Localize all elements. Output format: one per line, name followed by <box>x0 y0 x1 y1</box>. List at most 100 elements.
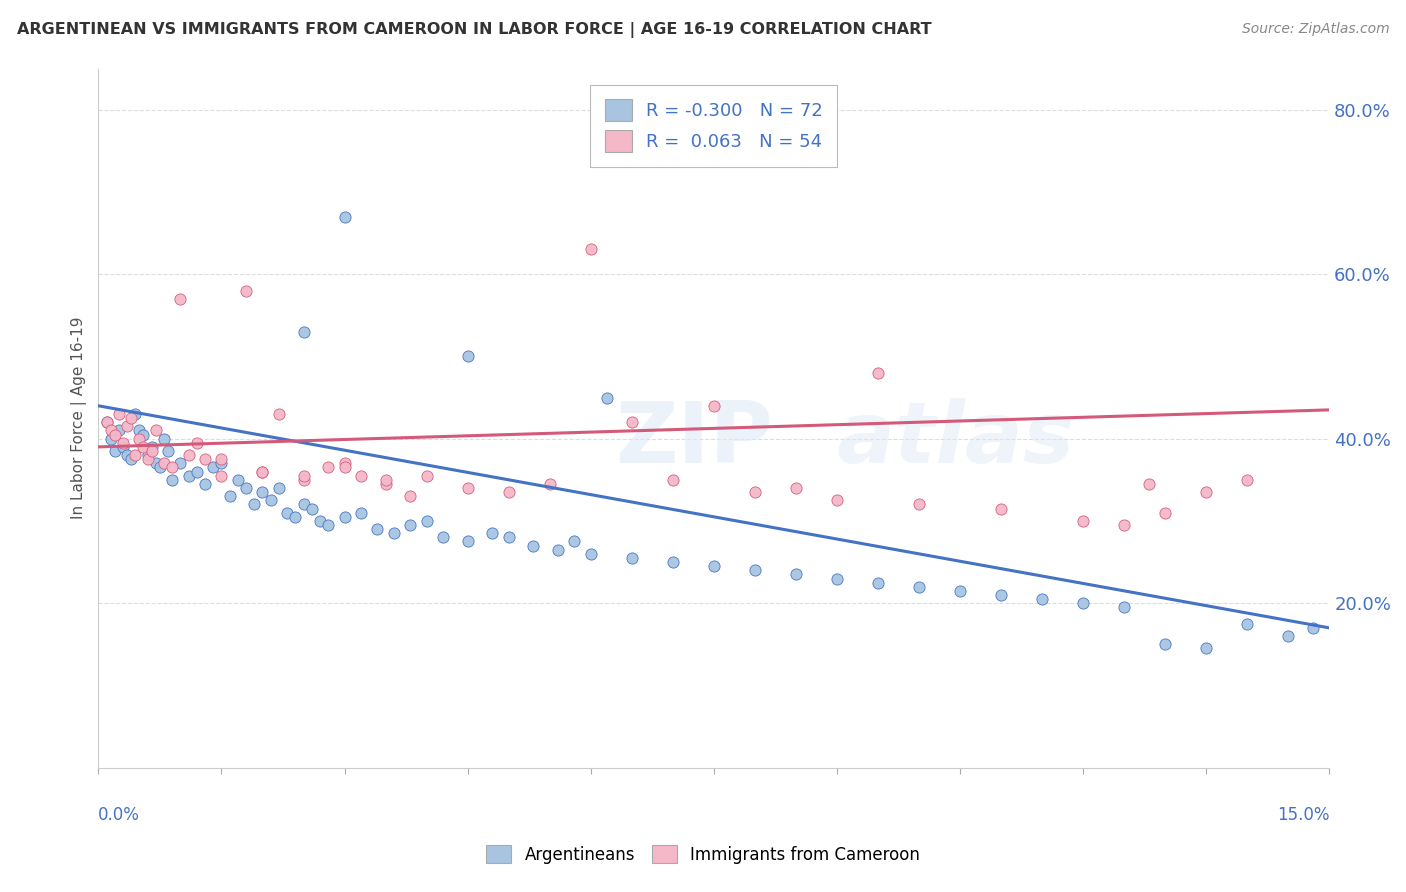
Text: 15.0%: 15.0% <box>1277 806 1329 824</box>
Point <box>662 473 685 487</box>
Point <box>132 427 155 442</box>
Point <box>292 473 315 487</box>
Point <box>96 415 118 429</box>
Point <box>382 526 405 541</box>
Point <box>579 547 602 561</box>
Point <box>292 498 315 512</box>
Point <box>160 460 183 475</box>
Point <box>1114 600 1136 615</box>
Point <box>209 452 232 467</box>
Point <box>104 427 127 442</box>
Point <box>1154 506 1177 520</box>
Point <box>333 456 356 470</box>
Legend: R = -0.300   N = 72, R =  0.063   N = 54: R = -0.300 N = 72, R = 0.063 N = 54 <box>591 85 838 167</box>
Legend: Argentineans, Immigrants from Cameroon: Argentineans, Immigrants from Cameroon <box>479 838 927 871</box>
Point <box>908 498 931 512</box>
Point <box>115 448 138 462</box>
Point <box>267 481 290 495</box>
Point <box>132 440 155 454</box>
Point <box>169 456 191 470</box>
Point <box>100 424 122 438</box>
Point <box>547 542 569 557</box>
Point <box>141 440 163 454</box>
Point <box>169 292 191 306</box>
Point <box>141 444 163 458</box>
Point <box>374 477 396 491</box>
Point <box>136 452 159 467</box>
Point <box>990 588 1012 602</box>
Point <box>157 444 180 458</box>
Point <box>209 468 232 483</box>
Point <box>374 473 396 487</box>
Point <box>620 551 643 566</box>
Point <box>186 435 208 450</box>
Point <box>177 448 200 462</box>
Point <box>108 407 131 421</box>
Point <box>498 530 520 544</box>
Point <box>252 485 274 500</box>
Point <box>399 489 422 503</box>
Text: Source: ZipAtlas.com: Source: ZipAtlas.com <box>1241 22 1389 37</box>
Point <box>267 407 290 421</box>
Point <box>100 432 122 446</box>
Point <box>209 456 232 470</box>
Point <box>177 468 200 483</box>
Point <box>744 563 766 577</box>
Point <box>333 210 356 224</box>
Point <box>949 583 972 598</box>
Point <box>457 534 479 549</box>
Point <box>108 424 131 438</box>
Point <box>703 559 725 574</box>
Point <box>457 350 479 364</box>
Point <box>579 243 602 257</box>
Point <box>333 509 356 524</box>
Point <box>703 399 725 413</box>
Point <box>186 465 208 479</box>
Point <box>481 526 503 541</box>
Point <box>662 555 685 569</box>
Point <box>301 501 323 516</box>
Text: atlas: atlas <box>837 398 1076 481</box>
Point <box>1154 637 1177 651</box>
Point <box>218 489 240 503</box>
Point <box>136 448 159 462</box>
Point <box>522 539 544 553</box>
Point <box>866 575 889 590</box>
Point <box>120 411 142 425</box>
Point <box>124 448 146 462</box>
Point <box>1137 477 1160 491</box>
Point <box>785 481 807 495</box>
Point <box>366 522 388 536</box>
Point <box>538 477 561 491</box>
Text: ZIP: ZIP <box>616 398 773 481</box>
Point <box>153 456 176 470</box>
Point <box>252 465 274 479</box>
Point <box>260 493 283 508</box>
Point <box>292 468 315 483</box>
Point <box>316 518 339 533</box>
Point <box>990 501 1012 516</box>
Point <box>333 460 356 475</box>
Point <box>235 481 257 495</box>
Point <box>744 485 766 500</box>
Point <box>124 407 146 421</box>
Point <box>194 477 217 491</box>
Point <box>96 415 118 429</box>
Point <box>111 440 134 454</box>
Point <box>399 518 422 533</box>
Point <box>350 506 373 520</box>
Point <box>620 415 643 429</box>
Point <box>226 473 249 487</box>
Point <box>160 473 183 487</box>
Point <box>276 506 298 520</box>
Point <box>104 444 127 458</box>
Point <box>908 580 931 594</box>
Point <box>149 460 172 475</box>
Point <box>1302 621 1324 635</box>
Point <box>596 391 619 405</box>
Point <box>1114 518 1136 533</box>
Y-axis label: In Labor Force | Age 16-19: In Labor Force | Age 16-19 <box>72 317 87 519</box>
Point <box>202 460 225 475</box>
Point <box>350 468 373 483</box>
Point <box>825 572 848 586</box>
